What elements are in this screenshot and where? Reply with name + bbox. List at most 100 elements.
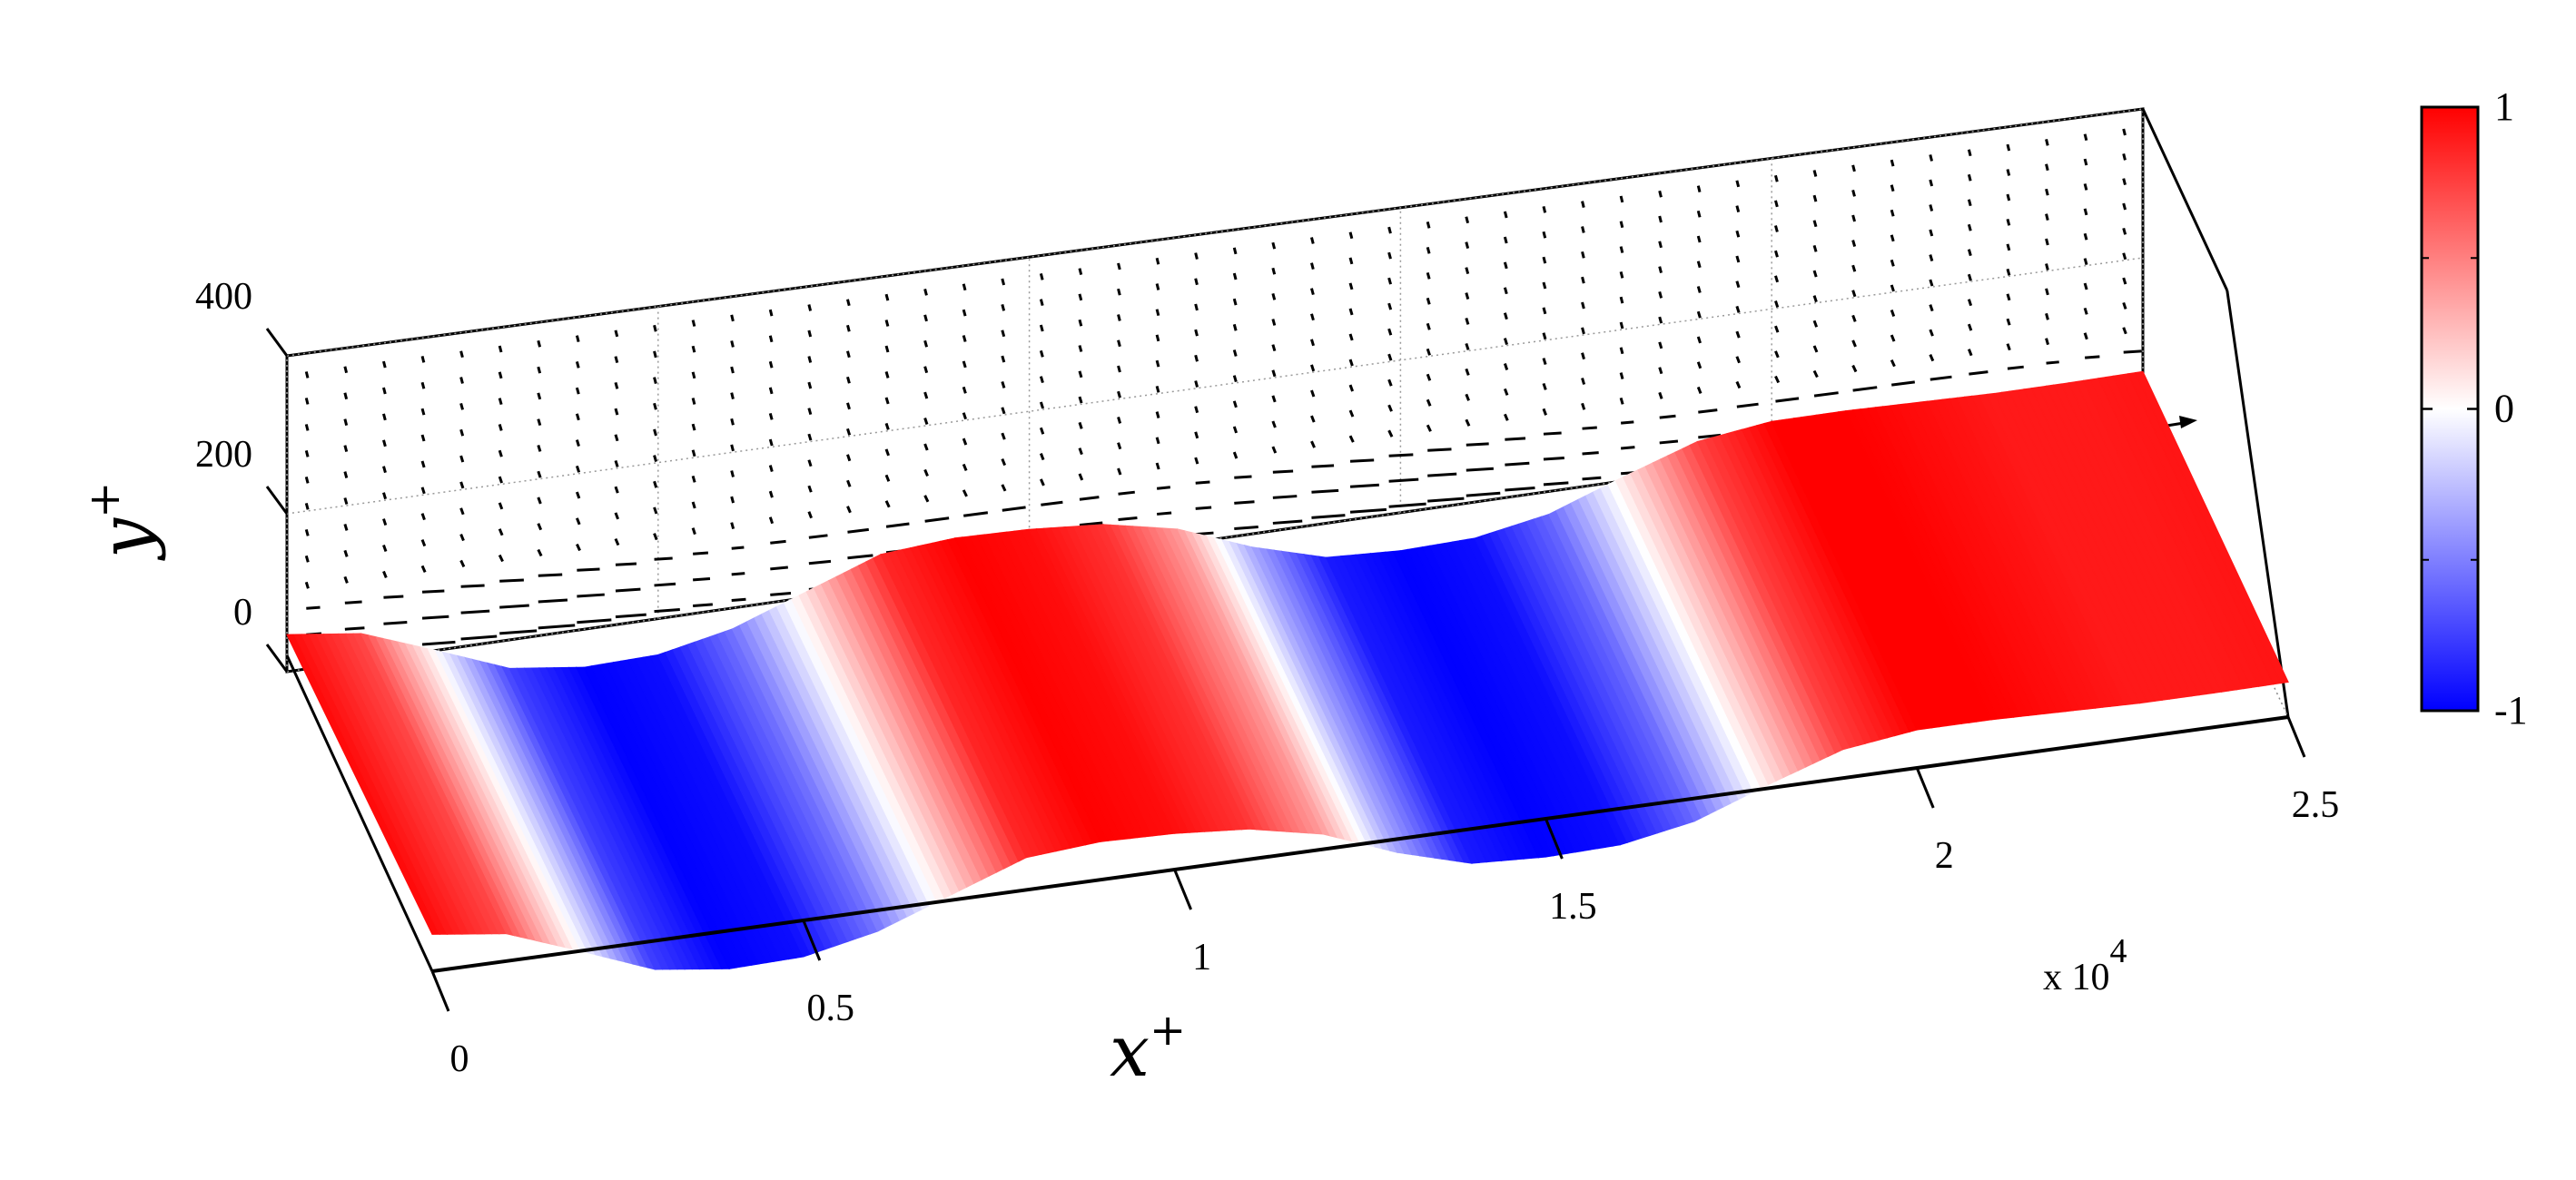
vector-arrow — [1155, 437, 1160, 445]
vector-arrow — [1194, 354, 1199, 362]
vector-arrow — [2006, 268, 2011, 276]
vector-arrow — [498, 345, 503, 353]
vector-arrow — [1890, 234, 1895, 242]
vector-arrow — [1929, 179, 1934, 187]
vector-arrow — [1348, 231, 1354, 240]
vector-arrow — [1890, 284, 1895, 292]
vector-arrow — [2122, 128, 2127, 136]
vector-arrow — [1349, 483, 1379, 488]
colorbar-ticks: 1 0 -1 — [2422, 84, 2528, 733]
vector-arrow — [1542, 281, 1547, 290]
vector-arrow — [1851, 339, 1857, 348]
vector-arrow — [1155, 309, 1160, 317]
vector-arrow — [1696, 361, 1703, 369]
vector-arrow — [1503, 236, 1508, 244]
vector-arrow — [304, 502, 310, 510]
vector-arrow — [538, 624, 576, 630]
vector-arrow — [1581, 402, 1586, 410]
vector-arrow — [1774, 300, 1780, 308]
vector-arrow — [1582, 476, 1602, 481]
vector-arrow — [1117, 339, 1121, 348]
y-tick-label: 400 — [195, 276, 252, 318]
vector-arrow — [2083, 133, 2088, 142]
vector-arrow — [691, 449, 696, 457]
vector-arrow — [1001, 457, 1007, 467]
vector-arrow — [1659, 414, 1676, 419]
vector-arrow — [2083, 307, 2088, 315]
vector-arrow — [1930, 375, 1952, 381]
vector-arrow — [421, 589, 445, 594]
vector-arrow — [383, 595, 404, 599]
vector-arrow — [730, 522, 735, 530]
vector-arrow — [691, 501, 696, 509]
vector-arrow — [1194, 431, 1199, 439]
vector-arrow — [1967, 349, 1973, 357]
vector-arrow — [884, 397, 890, 405]
vector-arrow — [2006, 318, 2011, 326]
vector-arrow — [1311, 514, 1346, 519]
vector-arrow — [1271, 293, 1277, 300]
vector-arrow — [1505, 461, 1530, 467]
vector-arrow — [2045, 139, 2049, 146]
vector-arrow — [1387, 353, 1393, 361]
vector-arrow — [459, 428, 465, 437]
colorbar-tick-label: 1 — [2494, 84, 2514, 129]
vector-arrow — [459, 377, 464, 384]
vector-arrow — [304, 398, 310, 405]
wall-surface — [286, 370, 2289, 970]
vector-arrow — [1774, 275, 1780, 283]
vector-arrow — [382, 466, 387, 474]
vector-arrow — [962, 386, 967, 394]
vector-arrow — [807, 433, 813, 441]
vector-arrow — [691, 320, 696, 327]
vector-arrow — [2122, 277, 2127, 285]
vector-arrow — [1620, 446, 1635, 450]
vector-arrow — [459, 481, 465, 489]
vector-arrow — [768, 360, 774, 369]
vector-arrow — [1503, 261, 1508, 270]
vector-arrow — [1272, 495, 1298, 499]
vector-arrow — [768, 387, 774, 395]
vector-arrow — [768, 516, 775, 525]
vector-arrow — [691, 345, 696, 353]
vector-arrow — [1078, 370, 1083, 379]
vector-arrow — [1658, 215, 1663, 223]
vector-arrow — [1155, 385, 1160, 393]
vector-arrow — [2006, 169, 2011, 176]
x-tick-mark — [1545, 818, 1564, 860]
vector-arrow — [459, 350, 464, 359]
vector-arrow — [654, 556, 673, 561]
vector-arrow — [1465, 267, 1470, 275]
vector-arrow — [1041, 500, 1063, 506]
vector-arrow — [923, 314, 928, 322]
vector-arrow — [770, 565, 788, 571]
vector-arrow — [537, 366, 542, 374]
vector-arrow — [1001, 484, 1007, 492]
vector-arrow — [1929, 254, 1934, 261]
vector-arrow — [2123, 349, 2142, 354]
vector-arrow — [1658, 391, 1663, 399]
vector-arrow — [1310, 288, 1315, 296]
vector-arrow — [1658, 190, 1663, 198]
vector-arrow — [962, 489, 968, 497]
vector-arrow — [1890, 209, 1895, 217]
vector-arrow — [1812, 194, 1818, 202]
vector-arrow — [1078, 293, 1083, 301]
vector-arrow — [382, 518, 388, 526]
vector-arrow — [614, 486, 619, 494]
vector-arrow — [807, 459, 813, 467]
vector-arrow — [768, 413, 774, 420]
vector-arrow — [1503, 362, 1509, 370]
vector-arrow — [343, 524, 349, 531]
vector-arrow — [962, 283, 967, 291]
vector-arrow — [1466, 442, 1489, 447]
vector-arrow — [1812, 244, 1818, 252]
vector-arrow — [884, 371, 890, 379]
vector-arrow — [1194, 457, 1199, 465]
vector-arrow — [2122, 178, 2127, 186]
vector-arrow — [691, 527, 696, 536]
vector-arrow — [1542, 382, 1547, 390]
vector-arrow — [1929, 279, 1934, 287]
vector-arrow — [1581, 352, 1585, 360]
vector-arrow — [1001, 407, 1006, 415]
